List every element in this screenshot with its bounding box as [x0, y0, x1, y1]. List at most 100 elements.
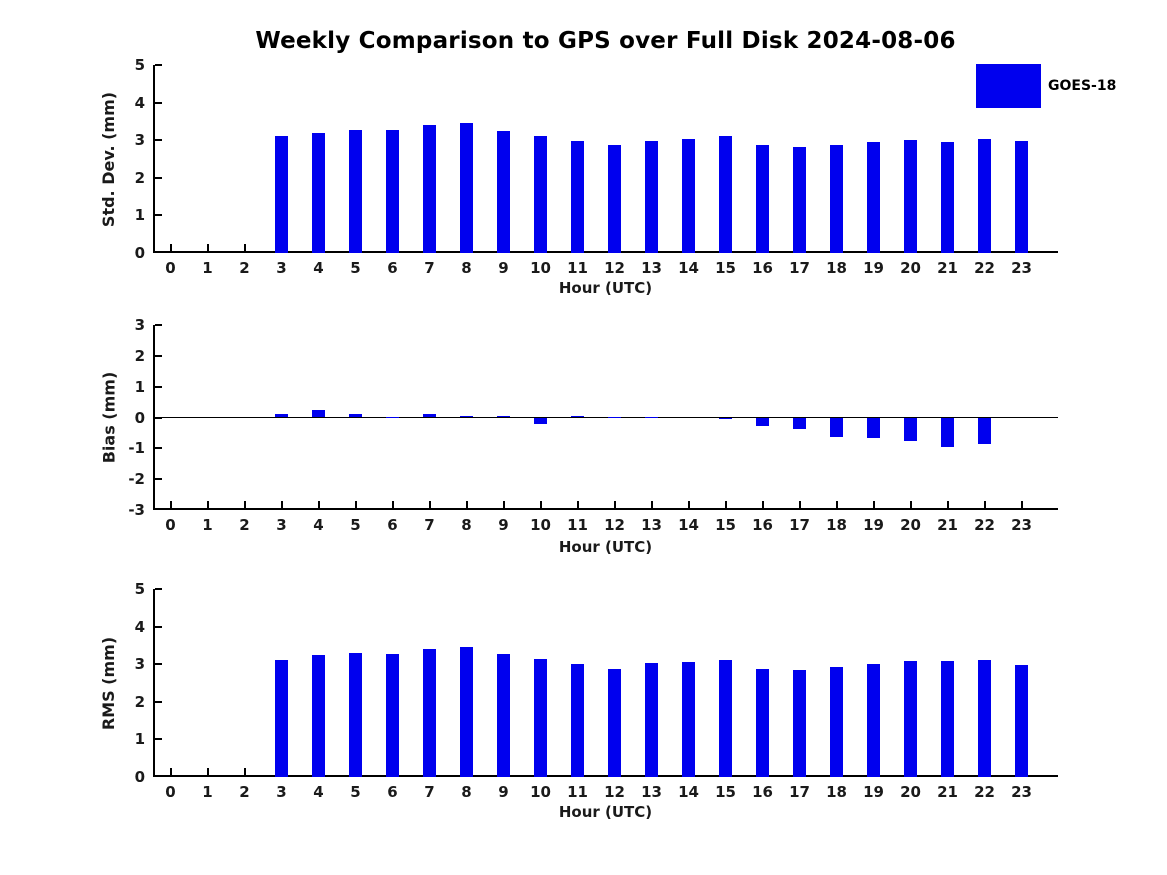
- stddev-ytick-1: [155, 214, 162, 217]
- bias-bar-hour-16: [756, 417, 769, 426]
- stddev-xtick-label-20: 20: [900, 259, 921, 277]
- stddev-ytick-label-3: 3: [134, 131, 145, 150]
- rms-xtick-label-4: 4: [313, 783, 324, 801]
- bias-bar-hour-19: [867, 417, 880, 439]
- stddev-ytick-label-2: 2: [134, 168, 145, 187]
- rms-xtick-label-18: 18: [826, 783, 847, 801]
- bias-bar-hour-4: [312, 409, 325, 418]
- rms-xtick-label-3: 3: [276, 783, 287, 801]
- bias-ytick-label--1: -1: [128, 439, 145, 458]
- rms-xtick-label-8: 8: [461, 783, 472, 801]
- stddev-bar-hour-14: [682, 138, 695, 253]
- bias-ytick-label-1: 1: [134, 377, 145, 396]
- rms-xtick-label-22: 22: [974, 783, 995, 801]
- stddev-left-spine: [153, 65, 155, 253]
- rms-yaxis-label: RMS (mm): [99, 636, 119, 730]
- rms-bar-hour-23: [1015, 664, 1028, 777]
- rms-xtick-label-16: 16: [752, 783, 773, 801]
- bias-xtick-21: [946, 501, 949, 508]
- legend: GOES-18: [976, 64, 1116, 108]
- bias-bar-hour-13: [645, 416, 658, 418]
- bias-bar-hour-18: [830, 417, 843, 437]
- rms-ytick-label-5: 5: [134, 580, 145, 598]
- bias-xtick-3: [280, 501, 283, 508]
- stddev-bar-hour-22: [978, 139, 991, 253]
- stddev-bar-hour-3: [275, 135, 288, 253]
- stddev-ytick-label-5: 5: [134, 56, 145, 74]
- rms-bar-hour-12: [608, 669, 621, 777]
- rms-xtick-label-12: 12: [604, 783, 625, 801]
- rms-xtick-label-15: 15: [715, 783, 736, 801]
- stddev-bar-hour-9: [497, 130, 510, 253]
- stddev-bar-hour-23: [1015, 140, 1028, 253]
- rms-bar-hour-3: [275, 659, 288, 777]
- rms-bar-hour-19: [867, 663, 880, 777]
- stddev-bar-hour-20: [904, 139, 917, 253]
- rms-xtick-1: [206, 768, 209, 775]
- stddev-bar-hour-8: [460, 123, 473, 253]
- stddev-bar-hour-13: [645, 140, 658, 253]
- bias-xtick-4: [317, 501, 320, 508]
- rms-left-spine: [153, 589, 155, 777]
- bias-xtick-1: [206, 501, 209, 508]
- bias-bar-hour-17: [793, 417, 806, 429]
- bias-bar-hour-22: [978, 417, 991, 445]
- rms-bar-hour-8: [460, 646, 473, 777]
- stddev-bar-hour-12: [608, 144, 621, 253]
- bias-bar-hour-21: [941, 417, 954, 448]
- rms-xtick-label-0: 0: [165, 783, 176, 801]
- stddev-xtick-label-22: 22: [974, 259, 995, 277]
- bias-xtick-label-12: 12: [604, 516, 625, 534]
- rms-bar-hour-13: [645, 663, 658, 777]
- stddev-bar-hour-15: [719, 135, 732, 253]
- bias-ytick-label--2: -2: [128, 470, 145, 489]
- stddev-xtick-label-1: 1: [202, 259, 213, 277]
- bias-xtick-label-6: 6: [387, 516, 398, 534]
- bias-xtick-23: [1020, 501, 1023, 508]
- bias-xtick-label-8: 8: [461, 516, 472, 534]
- bias-xtick-label-4: 4: [313, 516, 324, 534]
- bias-xtick-label-16: 16: [752, 516, 773, 534]
- rms-xtick-label-1: 1: [202, 783, 213, 801]
- stddev-xtick-label-7: 7: [424, 259, 435, 277]
- bias-xtick-6: [391, 501, 394, 508]
- rms-xtick-0: [169, 768, 172, 775]
- rms-bar-hour-20: [904, 660, 917, 777]
- rms-xtick-label-6: 6: [387, 783, 398, 801]
- bias-xtick-label-14: 14: [678, 516, 699, 534]
- bias-xtick-label-7: 7: [424, 516, 435, 534]
- bias-ytick-3: [155, 324, 162, 326]
- bias-bar-hour-3: [275, 414, 288, 418]
- rms-xtick-label-13: 13: [641, 783, 662, 801]
- stddev-xtick-label-6: 6: [387, 259, 398, 277]
- bias-xtick-18: [835, 501, 838, 508]
- rms-xtick-2: [243, 768, 246, 775]
- rms-ytick-label-4: 4: [134, 617, 145, 636]
- bias-xtick-20: [909, 501, 912, 508]
- bias-xtick-11: [576, 501, 579, 508]
- bias-ytick-1: [155, 385, 162, 388]
- bias-xtick-label-11: 11: [567, 516, 588, 534]
- bias-xtick-9: [502, 501, 505, 508]
- bias-bar-hour-11: [571, 416, 584, 418]
- stddev-plot-area: 0 1 2 3 4 5 0 1 2 3 4 5 6 7 8 9 10 11 12 13 14 15 16 17 18 19 20 21…: [135, 56, 1058, 277]
- bias-xtick-5: [354, 501, 357, 508]
- stddev-xtick-label-10: 10: [530, 259, 551, 277]
- stddev-xtick-2: [243, 244, 246, 251]
- rms-bar-hour-14: [682, 662, 695, 777]
- bias-xtick-label-10: 10: [530, 516, 551, 534]
- stddev-bar-hour-21: [941, 142, 954, 253]
- bias-ytick-label-0: 0: [134, 408, 145, 427]
- rms-ytick-3: [155, 663, 162, 666]
- bias-xtick-label-19: 19: [863, 516, 884, 534]
- bias-bar-hour-12: [608, 417, 621, 418]
- bias-xtick-label-17: 17: [789, 516, 810, 534]
- stddev-xtick-label-5: 5: [350, 259, 361, 277]
- rms-bar-hour-6: [386, 653, 399, 777]
- bias-xtick-22: [983, 501, 986, 508]
- bias-xtick-label-3: 3: [276, 516, 287, 534]
- bias-bar-hour-8: [460, 416, 473, 418]
- legend-swatch-goes18: [976, 64, 1041, 108]
- rms-xtick-label-20: 20: [900, 783, 921, 801]
- bias-ytick-label--3: -3: [128, 501, 145, 519]
